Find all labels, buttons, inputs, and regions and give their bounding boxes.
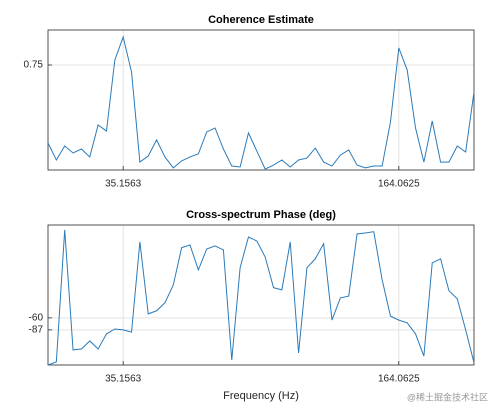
axes-frame [47, 29, 475, 171]
chart-title: Coherence Estimate [208, 14, 314, 26]
watermark: @稀土掘金技术社区 [407, 391, 488, 402]
y-tick-label: 0.75 [24, 60, 44, 71]
x-tick-label: 164.0625 [378, 374, 420, 385]
data-line [47, 35, 475, 170]
x-tick-label: 164.0625 [378, 179, 420, 190]
axes-frame [47, 224, 475, 366]
x-tick-label: 35.1563 [105, 179, 142, 190]
chart-title: Cross-spectrum Phase (deg) [186, 209, 336, 221]
y-tick-label: -60 [29, 313, 44, 324]
y-tick-label: -87 [29, 325, 44, 336]
x-tick-label: 35.1563 [105, 374, 142, 385]
x-axis-label: Frequency (Hz) [223, 390, 299, 402]
data-line [47, 229, 475, 366]
